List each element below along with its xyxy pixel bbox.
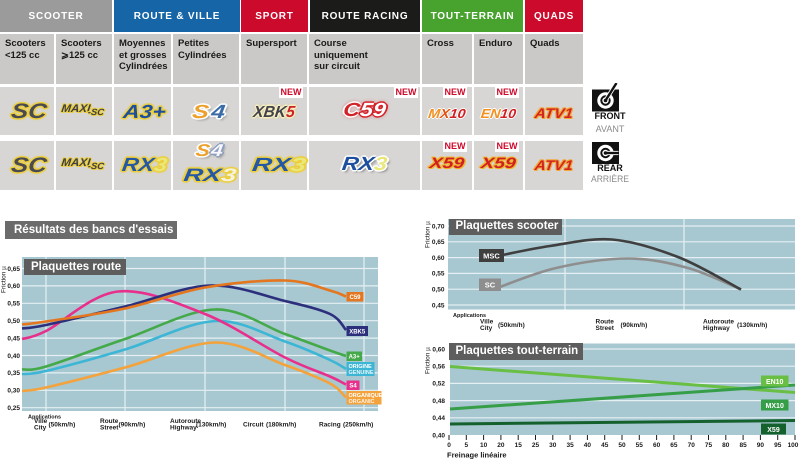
svg-text:(90km/h): (90km/h) [621,322,648,329]
svg-text:Street: Street [100,425,119,432]
svg-text:C59: C59 [349,295,361,301]
svg-text:0,55: 0,55 [432,271,445,278]
svg-text:95: 95 [774,442,782,449]
svg-text:(130km/h): (130km/h) [737,322,767,329]
svg-text:0,60: 0,60 [432,255,445,262]
svg-text:0: 0 [447,442,451,449]
svg-text:SC: SC [485,281,496,290]
svg-text:20: 20 [497,442,505,449]
svg-text:45: 45 [601,442,609,449]
svg-text:90: 90 [757,442,765,449]
svg-text:5: 5 [464,442,468,449]
svg-text:Circuit: Circuit [243,422,264,429]
svg-text:0,40: 0,40 [7,353,20,360]
svg-text:GENUINE: GENUINE [349,370,374,376]
svg-text:(90km/h): (90km/h) [119,422,146,429]
svg-text:(250km/h): (250km/h) [343,422,373,429]
svg-text:S4: S4 [349,384,357,390]
svg-text:40: 40 [584,442,592,449]
svg-text:ORGANIQUE: ORGANIQUE [349,393,383,399]
svg-text:70: 70 [688,442,696,449]
svg-text:75: 75 [705,442,713,449]
svg-text:City: City [34,425,47,432]
svg-text:(180km/h): (180km/h) [266,422,296,429]
svg-text:EN10: EN10 [766,379,784,386]
svg-text:ORGANIC: ORGANIC [349,399,375,405]
svg-text:0,45: 0,45 [432,302,445,309]
svg-text:Highway: Highway [170,425,197,432]
svg-text:A3+: A3+ [349,355,361,361]
svg-text:80: 80 [722,442,730,449]
svg-text:ORIGINE: ORIGINE [349,364,373,370]
svg-text:0,40: 0,40 [432,432,445,439]
svg-text:0,50: 0,50 [7,318,20,325]
svg-text:MX10: MX10 [766,403,784,410]
svg-text:85: 85 [739,442,747,449]
svg-text:0,60: 0,60 [432,346,445,353]
svg-text:0,48: 0,48 [432,398,445,405]
svg-text:Applications: Applications [28,415,61,421]
svg-text:(50km/h): (50km/h) [49,422,76,429]
svg-text:35: 35 [566,442,574,449]
svg-text:10: 10 [480,442,488,449]
svg-text:Friction µ: Friction µ [1,266,8,293]
svg-text:55: 55 [636,442,644,449]
svg-text:Route: Route [596,319,615,326]
svg-text:Street: Street [596,325,615,332]
svg-text:Highway: Highway [703,325,730,332]
svg-text:0,45: 0,45 [7,335,20,342]
svg-text:Friction µ: Friction µ [425,221,432,248]
svg-text:30: 30 [549,442,557,449]
svg-text:50: 50 [618,442,626,449]
svg-text:Route: Route [100,418,119,425]
svg-text:60: 60 [653,442,661,449]
svg-text:0,70: 0,70 [432,223,445,230]
svg-text:Autoroute: Autoroute [703,319,734,326]
svg-text:Freinage linéaire: Freinage linéaire [447,451,507,459]
svg-text:0,44: 0,44 [432,415,445,422]
svg-text:65: 65 [670,442,678,449]
svg-text:100: 100 [788,442,799,449]
svg-text:Autoroute: Autoroute [170,418,201,425]
svg-text:15: 15 [515,442,523,449]
svg-text:X59: X59 [767,427,780,434]
svg-text:0,65: 0,65 [7,266,20,273]
svg-text:(130km/h): (130km/h) [196,422,226,429]
svg-text:0,30: 0,30 [7,388,20,395]
svg-text:25: 25 [532,442,540,449]
svg-text:XBK5: XBK5 [349,330,366,336]
svg-text:MSC: MSC [483,252,500,261]
svg-text:Applications: Applications [453,313,486,319]
svg-text:0,52: 0,52 [432,381,445,388]
svg-text:Ville: Ville [34,418,48,425]
svg-text:0,50: 0,50 [432,287,445,294]
svg-text:0,65: 0,65 [432,239,445,246]
svg-text:(50km/h): (50km/h) [498,322,525,329]
svg-text:0,56: 0,56 [432,364,445,371]
svg-text:0,60: 0,60 [7,283,20,290]
svg-text:0,55: 0,55 [7,301,20,308]
svg-text:0,25: 0,25 [7,405,20,412]
svg-text:Ville: Ville [480,319,494,326]
svg-text:0,35: 0,35 [7,370,20,377]
svg-text:Racing: Racing [319,422,341,429]
svg-text:City: City [480,325,493,332]
svg-text:Friction µ: Friction µ [425,347,432,374]
